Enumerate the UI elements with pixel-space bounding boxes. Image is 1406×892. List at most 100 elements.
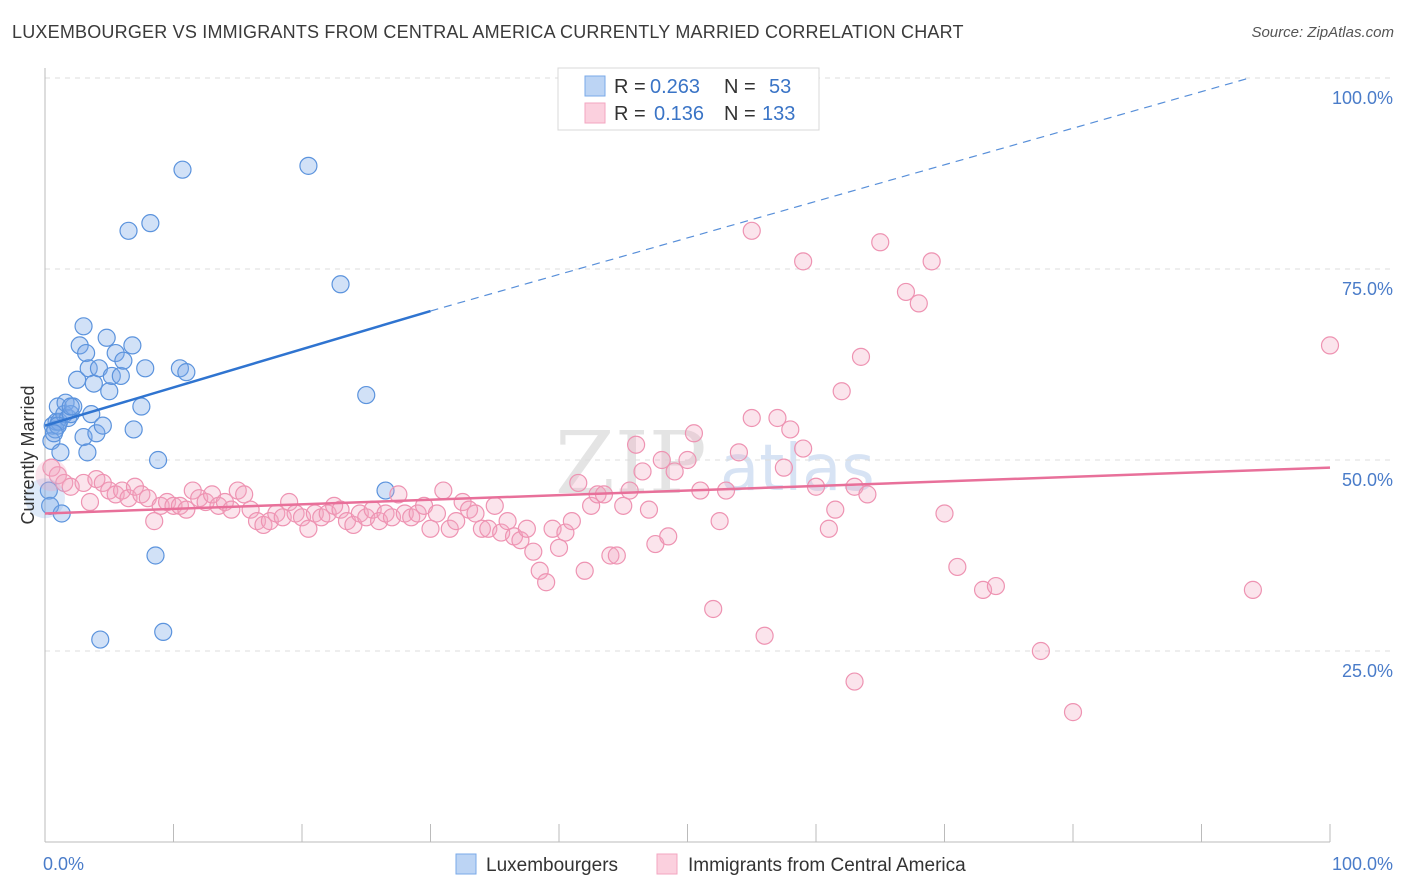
point-central-america: [652, 450, 671, 470]
point-central-america: [986, 576, 1006, 596]
point-luxembourgers: [84, 374, 103, 393]
trend-line-central-america: [44, 466, 1331, 515]
legend-r-value-2: 0.136: [654, 103, 704, 125]
point-central-america: [704, 599, 723, 619]
point-central-america: [299, 519, 318, 538]
point-central-america: [575, 561, 594, 580]
point-central-america: [633, 462, 652, 481]
point-central-america: [935, 504, 954, 523]
point-central-america: [626, 435, 646, 454]
bottom-legend: Luxembourgers Immigrants from Central Am…: [455, 853, 966, 876]
point-luxembourgers: [70, 336, 89, 355]
legend-r-label-1: R =: [614, 76, 646, 98]
point-luxembourgers: [91, 630, 110, 649]
point-central-america: [562, 512, 581, 531]
point-luxembourgers: [141, 214, 160, 233]
point-luxembourgers: [77, 343, 96, 363]
legend-n-label-2: N =: [724, 103, 756, 125]
x-tick-label-end: 100.0%: [1332, 854, 1393, 874]
data-points: [25, 156, 1340, 722]
legend-n-value-2: 133: [762, 103, 795, 125]
point-central-america: [871, 233, 890, 252]
legend-n-value-1: 53: [769, 76, 791, 98]
point-central-america: [447, 512, 466, 531]
point-central-america: [530, 561, 549, 580]
point-central-america: [742, 221, 761, 240]
point-central-america: [235, 485, 254, 504]
point-luxembourgers: [146, 546, 165, 565]
point-central-america: [549, 538, 569, 557]
bottom-legend-central-america: Immigrants from Central America: [688, 855, 966, 876]
point-luxembourgers: [357, 385, 376, 405]
point-central-america: [556, 523, 575, 542]
point-central-america: [511, 531, 530, 550]
point-central-america: [845, 672, 864, 691]
y-tick-label: 25.0%: [1342, 661, 1393, 681]
point-central-america: [80, 492, 100, 512]
point-central-america: [742, 408, 761, 428]
point-central-america: [826, 500, 845, 519]
point-central-america: [794, 439, 813, 458]
point-central-america: [145, 512, 164, 531]
point-central-america: [684, 424, 704, 443]
point-luxembourgers: [154, 622, 173, 642]
trend-line-luxembourgers: [44, 309, 431, 427]
point-central-america: [517, 519, 536, 538]
point-central-america: [125, 477, 145, 496]
point-luxembourgers: [173, 160, 192, 179]
x-tick-label-start: 0.0%: [43, 854, 84, 874]
point-central-america: [331, 500, 350, 519]
legend-swatch-luxembourgers: [584, 75, 606, 97]
point-luxembourgers: [114, 351, 133, 370]
point-central-america: [601, 546, 620, 565]
point-luxembourgers: [106, 343, 125, 363]
point-central-america: [42, 458, 61, 477]
legend-r-label-2: R =: [614, 103, 646, 125]
point-central-america: [183, 481, 202, 500]
point-central-america: [659, 527, 678, 546]
y-tick-label: 50.0%: [1342, 470, 1393, 490]
point-luxembourgers: [132, 397, 151, 416]
point-central-america: [922, 252, 941, 271]
point-luxembourgers: [78, 443, 97, 462]
point-central-america: [755, 626, 774, 645]
point-central-america: [222, 500, 241, 519]
point-central-america: [485, 496, 504, 515]
bottom-legend-swatch-central-america: [656, 853, 678, 875]
axes: [44, 68, 1331, 843]
point-central-america: [93, 473, 112, 493]
point-luxembourgers: [124, 420, 143, 439]
point-luxembourgers: [136, 359, 155, 378]
point-luxembourgers: [39, 481, 58, 500]
point-luxembourgers: [331, 275, 350, 294]
point-central-america: [665, 462, 684, 481]
bottom-legend-luxembourgers: Luxembourgers: [486, 855, 618, 876]
point-central-america: [794, 252, 813, 271]
point-central-america: [909, 294, 928, 313]
point-central-america: [524, 542, 543, 561]
point-luxembourgers: [119, 221, 138, 240]
point-central-america: [427, 504, 447, 523]
point-luxembourgers-cluster: [25, 478, 65, 519]
point-luxembourgers: [111, 366, 130, 386]
chart-source: Source: ZipAtlas.com: [1251, 24, 1394, 41]
point-central-america: [537, 573, 556, 592]
y-tick-label: 100.0%: [1332, 88, 1393, 108]
legend-swatch-central-america: [584, 102, 606, 124]
point-central-america: [768, 408, 787, 428]
point-central-america: [948, 557, 967, 577]
point-central-america: [774, 458, 793, 477]
trend-line-luxembourgers-extrapolated: [430, 77, 1250, 312]
point-central-america: [678, 450, 697, 470]
point-luxembourgers: [44, 424, 64, 443]
point-central-america: [620, 481, 639, 500]
tick-labels: 25.0% 50.0% 75.0% 100.0% 0.0% 100.0%: [43, 88, 1393, 874]
point-central-america: [819, 519, 838, 538]
point-central-america: [472, 519, 491, 538]
point-luxembourgers: [61, 397, 80, 416]
point-central-america: [1063, 703, 1083, 722]
point-central-america: [614, 496, 633, 515]
watermark-zip: ZIP: [555, 414, 707, 514]
legend-n-label-1: N =: [724, 76, 756, 98]
point-luxembourgers: [123, 336, 142, 355]
